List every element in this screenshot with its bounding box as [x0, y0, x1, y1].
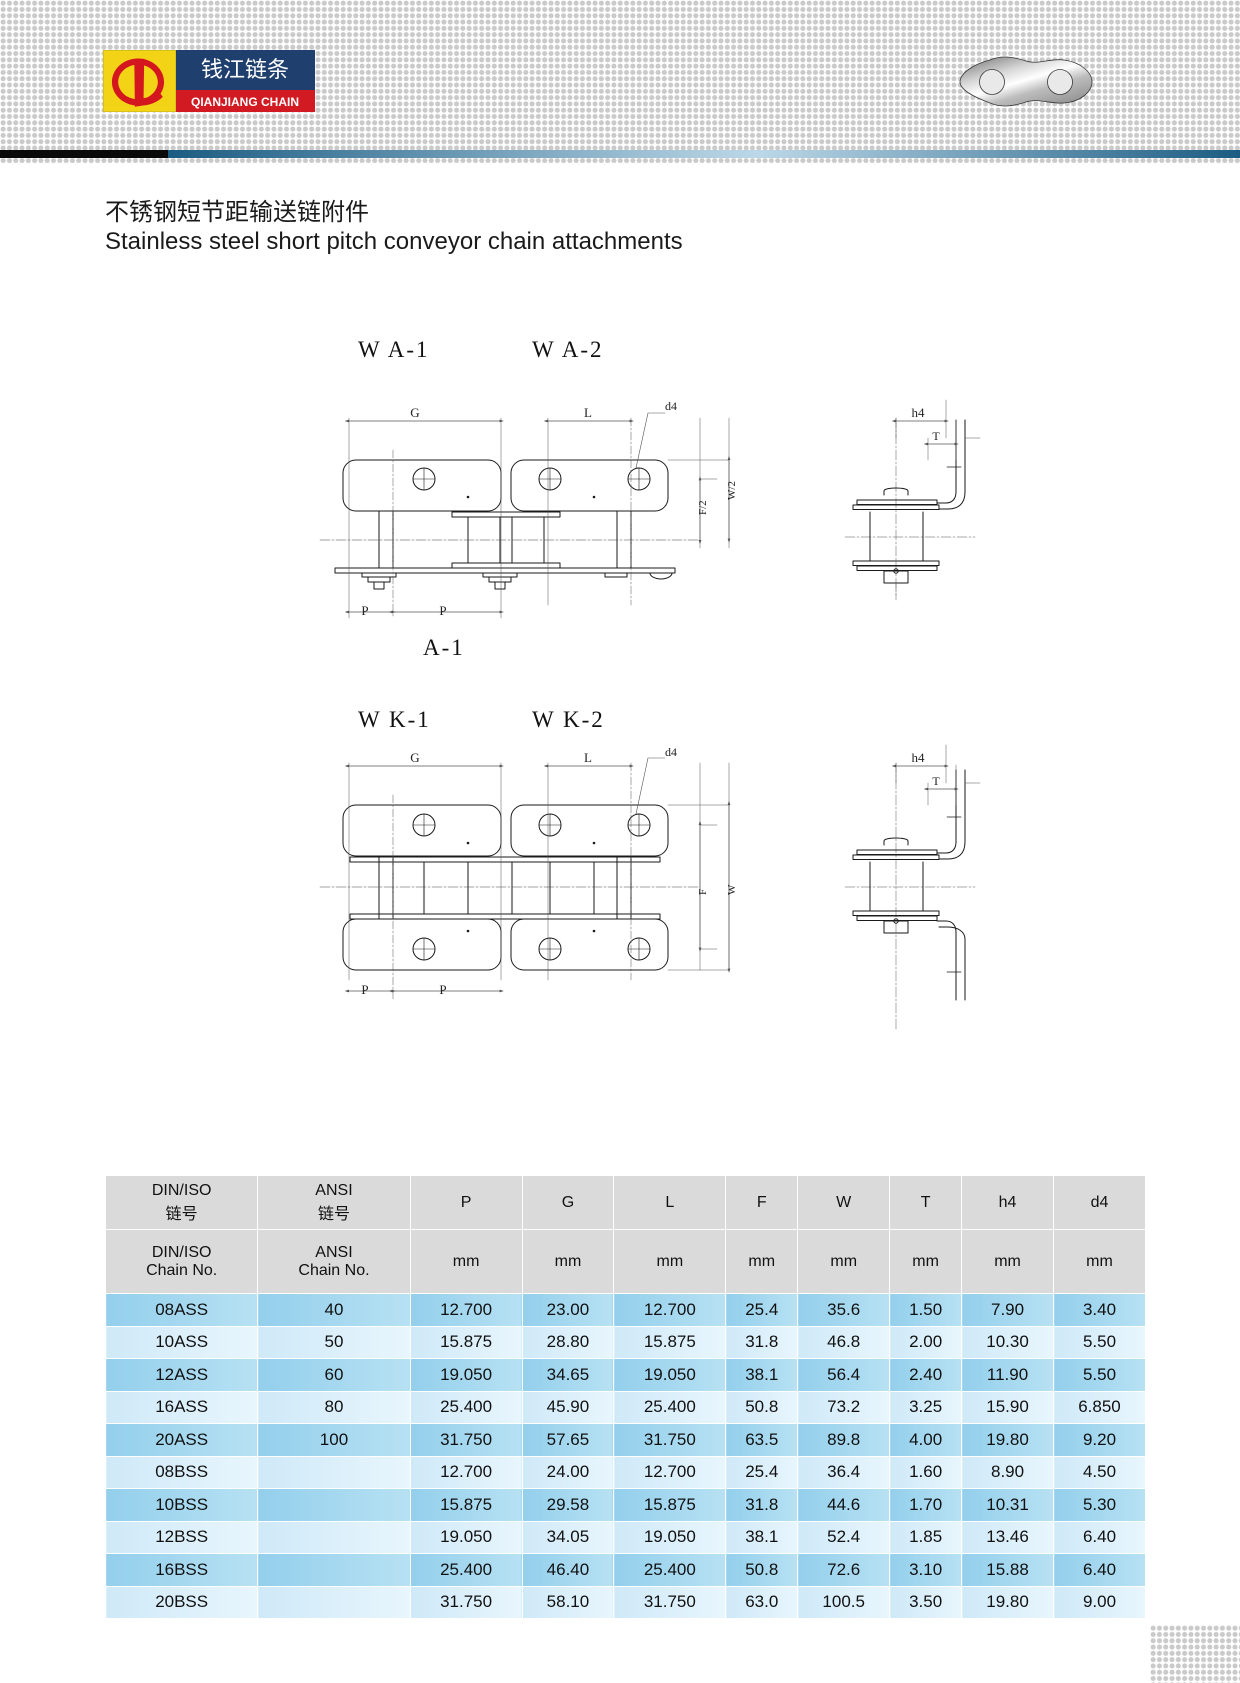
svg-text:P: P — [361, 603, 368, 618]
svg-text:T: T — [932, 774, 940, 788]
svg-text:F/2: F/2 — [697, 500, 709, 515]
svg-text:G: G — [410, 405, 419, 420]
svg-text:W: W — [726, 884, 738, 895]
svg-text:L: L — [584, 405, 592, 420]
svg-text:T: T — [932, 429, 940, 443]
svg-text:d4: d4 — [665, 399, 677, 413]
svg-text:G: G — [410, 750, 419, 765]
svg-text:P: P — [361, 982, 368, 997]
svg-text:L: L — [584, 750, 592, 765]
svg-text:h4: h4 — [912, 405, 926, 420]
svg-text:P: P — [439, 982, 446, 997]
svg-text:d4: d4 — [665, 745, 677, 759]
svg-text:W/2: W/2 — [726, 481, 738, 500]
svg-text:P: P — [439, 603, 446, 618]
svg-text:F: F — [697, 889, 709, 895]
svg-text:h4: h4 — [912, 750, 926, 765]
